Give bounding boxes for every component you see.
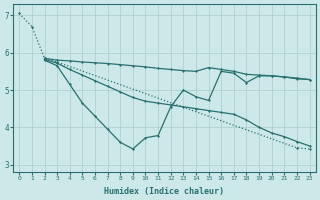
X-axis label: Humidex (Indice chaleur): Humidex (Indice chaleur)	[104, 187, 224, 196]
